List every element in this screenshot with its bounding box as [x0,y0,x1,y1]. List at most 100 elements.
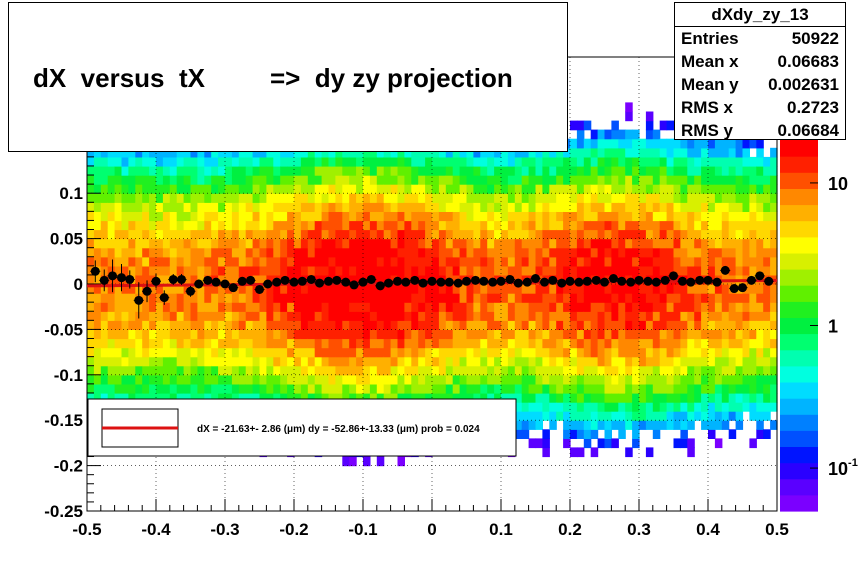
heatmap-cell [625,256,633,267]
heatmap-cell [770,347,778,358]
heatmap-cell [659,338,668,349]
heatmap-cell [231,329,240,340]
heatmap-cell [335,293,343,303]
heatmap-cell [445,184,454,194]
heatmap-cell [397,383,405,394]
heatmap-cell [142,365,150,376]
heatmap-cell [466,211,474,222]
heatmap-cell [287,329,295,340]
heatmap-cell [342,156,350,167]
heatmap-cell [438,166,447,176]
heatmap-cell [549,383,557,394]
heatmap-cell [349,365,357,376]
heatmap-cell [570,238,578,249]
heatmap-cell [335,356,343,367]
heatmap-cell [300,184,309,194]
heatmap-cell [204,247,212,258]
heatmap-cell [245,256,254,267]
heatmap-cell [714,175,723,185]
heatmap-cell [383,229,392,240]
heatmap-cell [480,302,488,312]
heatmap-cell [714,147,723,158]
heatmap-cell [114,211,123,222]
heatmap-cell [411,220,419,231]
heatmap-cell [252,184,261,194]
heatmap-cell [114,311,123,321]
heatmap-cell [507,175,516,185]
heatmap-cell [342,329,350,340]
heatmap-cell [645,202,654,212]
heatmap-cell [383,311,392,321]
heatmap-cell [211,211,219,222]
heatmap-cell [528,256,537,267]
heatmap-cell [190,365,198,376]
heatmap-cell [169,166,178,176]
heatmap-cell [397,147,405,158]
heatmap-cell [156,265,164,276]
heatmap-cell [618,293,626,303]
heatmap-cell [162,329,171,340]
heatmap-cell [542,247,550,258]
heatmap-cell [93,374,102,385]
heatmap-cell [459,211,468,222]
heatmap-cell [680,293,688,303]
heatmap-cell [169,147,178,158]
heatmap-cell [501,383,509,394]
heatmap-cell [556,211,564,222]
heatmap-cell [411,175,419,185]
heatmap-cell [576,284,585,294]
heatmap-cell [280,193,288,203]
heatmap-cell [128,284,136,294]
heatmap-cell [204,184,212,194]
heatmap-cell [673,402,681,412]
heatmap-cell [721,166,730,176]
heatmap-cell [645,393,654,403]
heatmap-cell [570,393,578,403]
heatmap-cell [452,220,461,231]
y-tick-label: -0.2 [54,457,83,476]
heatmap-cell [645,447,654,458]
heatmap-cell [749,365,757,376]
heatmap-cell [708,383,716,394]
heatmap-cell [349,302,357,312]
heatmap-cell [528,438,537,449]
heatmap-cell [114,220,123,231]
heatmap-cell [556,356,564,367]
heatmap-cell [273,302,281,312]
heatmap-cell [225,256,233,267]
heatmap-cell [701,420,709,430]
heatmap-cell [383,238,392,249]
profile-point [401,277,411,287]
heatmap-cell [735,383,744,394]
heatmap-cell [107,356,116,367]
heatmap-cell [708,202,716,212]
x-tick-label: -0.2 [279,520,308,539]
heatmap-cell [590,374,599,385]
heatmap-cell [438,247,447,258]
heatmap-cell [487,147,495,158]
heatmap-cell [528,265,537,276]
heatmap-cell [694,311,702,321]
heatmap-cell [107,365,116,376]
heatmap-cell [576,393,585,403]
heatmap-cell [128,247,136,258]
heatmap-cell [218,320,226,330]
heatmap-cell [742,356,750,367]
heatmap-cell [625,220,633,231]
profile-point [634,275,644,285]
heatmap-cell [563,220,571,231]
heatmap-cell [87,274,95,285]
heatmap-cell [121,184,129,194]
heatmap-cell [390,238,399,249]
heatmap-cell [121,329,129,340]
heatmap-cell [156,147,164,158]
heatmap-cell [528,420,537,430]
heatmap-cell [666,265,675,276]
heatmap-cell [225,229,233,240]
heatmap-cell [135,156,143,167]
heatmap-cell [570,429,578,439]
heatmap-cell [459,383,468,394]
heatmap-cell [514,166,523,176]
heatmap-cell [694,347,702,358]
heatmap-cell [659,402,668,412]
